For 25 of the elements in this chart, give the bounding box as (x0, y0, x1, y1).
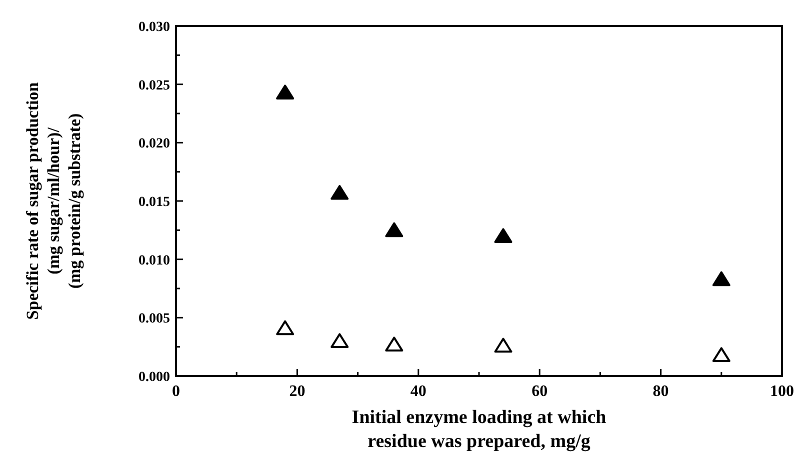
point (494, 228, 512, 243)
y-axis-title: Specific rate of sugar production (mg sugar/ml/hour)/ (mg protein/g substrate) (23, 82, 84, 320)
x-tick-label: 0 (172, 383, 180, 400)
y-tick-label: 0.030 (138, 20, 170, 35)
point (385, 336, 404, 352)
y-tick-label: 0.020 (138, 136, 170, 152)
x-tick-label: 100 (770, 383, 794, 400)
point (712, 347, 730, 362)
x-tick-label: 80 (652, 383, 669, 400)
x-tick-label: 20 (289, 383, 306, 400)
y-tick-label: 0.005 (138, 312, 170, 327)
x-tick-label: 40 (410, 383, 426, 400)
point (385, 222, 404, 238)
x-axis-title: Initial enzyme loading at which residue was prepared, mg/g (352, 407, 607, 452)
y-tick-label: 0.000 (138, 370, 170, 385)
y-tick-label: 0.010 (138, 253, 170, 268)
y-tick-label: 0.025 (138, 78, 170, 94)
point (494, 338, 512, 353)
y-tick-label: 0.015 (138, 195, 170, 210)
point (276, 84, 294, 100)
point (330, 185, 349, 200)
point (712, 271, 730, 286)
point (276, 320, 294, 336)
point (330, 333, 349, 348)
x-tick-label: 60 (532, 383, 548, 400)
